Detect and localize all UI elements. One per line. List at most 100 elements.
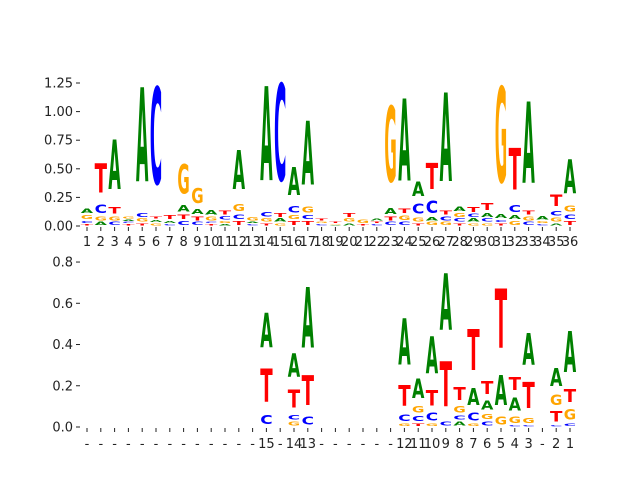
logo-letter-g: G (384, 87, 396, 207)
logo-letter-t: T (177, 214, 190, 221)
logo-letter-t: T (426, 386, 439, 411)
logo-letter-t: T (302, 369, 315, 415)
logo-letter-t: T (509, 137, 522, 203)
x-tick-label: 14 (258, 235, 275, 250)
logo-letter-c: C (550, 210, 562, 217)
logo-letter-g: G (522, 417, 534, 425)
logo-letter-c: C (495, 219, 508, 222)
logo-letter-c: C (467, 214, 479, 218)
logo-letter-c: C (288, 205, 301, 215)
logo-letter-g: G (150, 223, 162, 227)
logo-letter-t: T (136, 223, 149, 226)
x-tick-label: 32 (507, 235, 524, 250)
logo-letter-g: G (467, 423, 479, 427)
logo-letter-c: C (522, 425, 535, 427)
logo-letter-g: G (122, 216, 134, 220)
logo-letter-c: C (453, 218, 465, 222)
logo-letter-g: G (412, 405, 424, 415)
logo-letter-a: A (440, 70, 452, 210)
logo-letter-t: T (164, 215, 176, 221)
logo-letter-t: T (95, 156, 108, 202)
logo-letter-t: T (481, 201, 493, 212)
logo-letter-t: T (412, 423, 424, 427)
logo-letter-t: T (398, 208, 411, 215)
x-tick-label: 17 (300, 235, 317, 250)
logo-letter-a: A (246, 221, 259, 223)
x-tick-label: 10 (203, 235, 220, 250)
logo-letter-t: T (453, 384, 466, 405)
logo-letter-g: G (233, 202, 245, 214)
x-tick-label: 19 (327, 235, 344, 250)
logo-letter-t: T (440, 210, 452, 216)
x-tick-label: - (374, 437, 379, 452)
logo-letter-t: T (122, 224, 135, 226)
logo-letter-g: G (191, 185, 203, 209)
logo-letter-g: G (522, 216, 534, 222)
logo-letter-a: A (522, 324, 535, 376)
logo-letter-c: C (274, 58, 286, 212)
logo-letter-t: T (495, 272, 507, 367)
logo-letter-t: T (288, 386, 301, 414)
logo-letter-c: C (467, 411, 479, 423)
logo-letter-c: C (550, 425, 563, 427)
logo-letter-a: A (509, 215, 523, 221)
x-tick-label: - (319, 437, 324, 452)
logo-letter-a: A (371, 218, 384, 222)
x-tick-label: 16 (286, 235, 303, 250)
logo-letter-a: A (550, 222, 563, 226)
logo-letter-c: C (150, 62, 162, 216)
logo-letter-a: A (453, 421, 466, 427)
logo-letter-g: G (81, 215, 93, 221)
x-tick-label: 29 (465, 235, 482, 250)
logo-letter-g: G (260, 218, 272, 223)
logo-letter-t: T (260, 361, 273, 414)
x-tick-label: 12 (231, 235, 248, 250)
logo-letter-c: C (481, 218, 493, 222)
logo-letter-g: G (509, 220, 521, 226)
logo-letter-g: G (412, 217, 424, 223)
logo-letter-g: G (329, 224, 341, 225)
x-tick-label: - (333, 437, 338, 452)
logo-letter-a: A (522, 80, 534, 210)
logo-letter-g: G (219, 220, 231, 224)
x-tick-label: 7 (166, 235, 174, 250)
x-tick-label: 8 (455, 437, 463, 452)
logo-letter-c: C (302, 415, 314, 427)
logo-letter-g: G (550, 393, 562, 409)
x-tick-label: 30 (479, 235, 496, 250)
x-tick-label: 9 (442, 437, 450, 452)
logo-letter-c: C (564, 423, 576, 427)
x-tick-label: 34 (534, 235, 551, 250)
x-tick-label: 13 (244, 235, 261, 250)
x-tick-label: 8 (179, 235, 187, 250)
logo-letter-a: A (136, 62, 148, 212)
logo-letter-t: T (495, 223, 508, 226)
logo-letter-c: C (440, 421, 452, 427)
x-tick-label: 24 (396, 235, 413, 250)
logo-letter-g: G (481, 413, 493, 421)
logo-letter-a: A (274, 218, 286, 223)
logo-letter-t: T (453, 223, 466, 226)
logo-letter-g: G (315, 221, 328, 223)
logo-letter-c: C (384, 222, 396, 226)
x-tick-label: - (98, 437, 103, 452)
logo-letter-a: A (564, 321, 576, 386)
x-tick-label: - (195, 437, 200, 452)
logo-letter-g: G (481, 223, 493, 227)
logo-letter-c: C (412, 201, 424, 217)
logo-letter-a: A (329, 225, 342, 226)
y-tick-label: 0.2 (52, 379, 73, 394)
x-tick-label: 9 (193, 235, 201, 250)
logo-letter-c: C (246, 224, 259, 226)
x-tick-label: 23 (382, 235, 399, 250)
x-tick-label: 28 (451, 235, 468, 250)
logo-letter-t: T (357, 224, 370, 226)
x-tick-label: - (140, 437, 145, 452)
logo-letter-a: A (481, 399, 493, 413)
logo-letter-c: C (481, 421, 493, 427)
logo-letter-t: T (108, 206, 121, 216)
logo-letter-g: G (509, 415, 521, 425)
logo-letter-t: T (550, 409, 562, 425)
logo-letter-g: G (467, 223, 479, 227)
